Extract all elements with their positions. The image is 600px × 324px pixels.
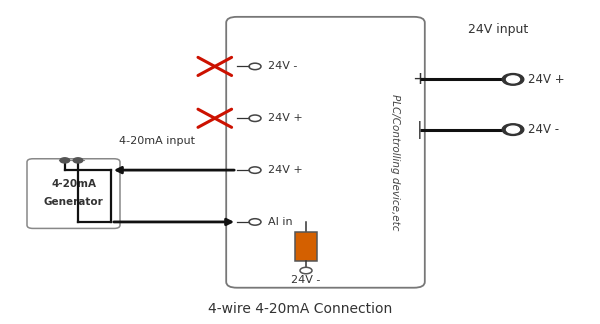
Text: 24V -: 24V -: [292, 275, 320, 285]
Text: 24V +: 24V +: [268, 113, 303, 123]
Circle shape: [73, 158, 83, 163]
Circle shape: [502, 124, 524, 135]
Text: 4-20mA input: 4-20mA input: [119, 136, 195, 146]
Text: |: |: [417, 121, 423, 139]
Circle shape: [506, 76, 520, 83]
Text: 24V -: 24V -: [528, 123, 559, 136]
Text: 24V +: 24V +: [528, 73, 565, 86]
Text: 24V -: 24V -: [268, 62, 298, 71]
Text: +: +: [413, 70, 427, 88]
Circle shape: [60, 158, 70, 163]
Circle shape: [502, 74, 524, 85]
Text: 24V +: 24V +: [268, 165, 303, 175]
Text: 4-wire 4-20mA Connection: 4-wire 4-20mA Connection: [208, 302, 392, 317]
Bar: [295, 232, 317, 261]
FancyBboxPatch shape: [226, 17, 425, 288]
Text: PLC/Controlling device,etc: PLC/Controlling device,etc: [390, 94, 400, 230]
Text: Generator: Generator: [44, 197, 103, 207]
FancyBboxPatch shape: [27, 159, 120, 228]
Text: 4-20mA: 4-20mA: [51, 179, 96, 189]
Text: 24V input: 24V input: [468, 23, 528, 36]
Circle shape: [506, 126, 520, 133]
Text: AI in: AI in: [268, 217, 293, 227]
